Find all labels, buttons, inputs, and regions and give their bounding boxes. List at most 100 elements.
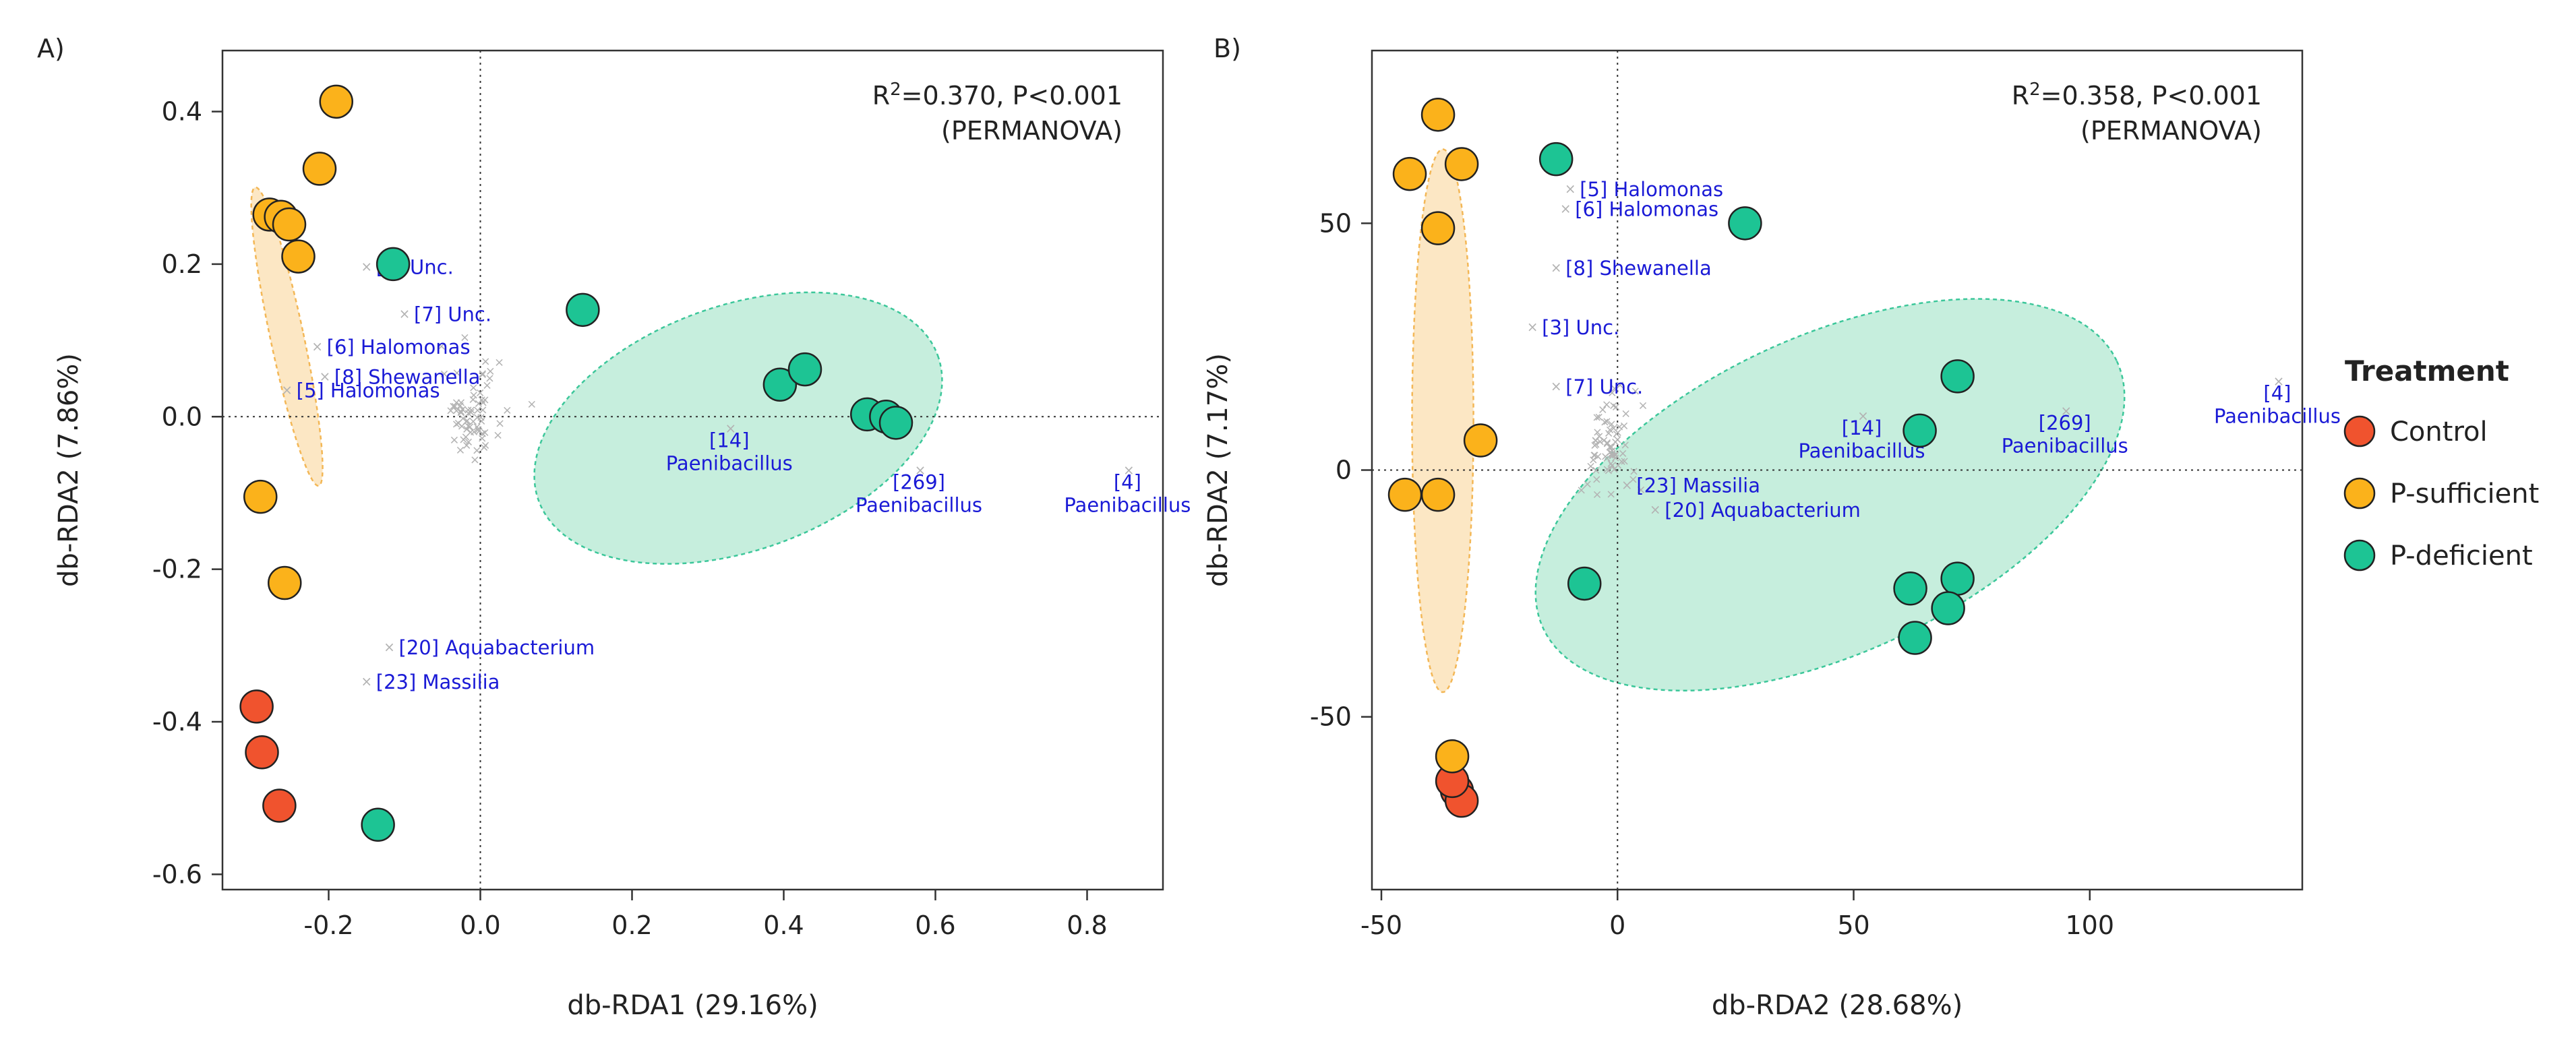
legend-swatch-p-deficient xyxy=(2343,539,2376,571)
taxon-label: [269] Paenibacillus xyxy=(856,471,982,517)
minor-taxon-mark: × xyxy=(1607,458,1617,472)
minor-taxon-mark: × xyxy=(470,453,480,467)
minor-taxon-mark: × xyxy=(1603,464,1613,478)
y-tick-label: 0.2 xyxy=(162,249,202,279)
point-p-deficient xyxy=(1567,566,1602,601)
taxon-mark: × xyxy=(1527,319,1538,335)
ellipse-p-sufficient xyxy=(250,186,324,487)
minor-taxon-mark: × xyxy=(452,366,462,380)
minor-taxon-mark: × xyxy=(472,443,482,458)
minor-taxon-mark: × xyxy=(1613,425,1623,439)
minor-taxon-mark: × xyxy=(439,367,449,381)
point-p-sufficient xyxy=(319,84,353,119)
point-p-deficient xyxy=(1893,571,1927,606)
minor-taxon-mark: × xyxy=(469,425,479,439)
taxon-mark: × xyxy=(1123,462,1135,478)
minor-taxon-mark: × xyxy=(1602,437,1612,451)
x-tick-label: 50 xyxy=(1837,910,1869,940)
point-p-deficient xyxy=(1898,621,1932,655)
minor-taxon-mark: × xyxy=(1602,398,1612,412)
taxon-mark: × xyxy=(2060,403,2072,419)
minor-taxon-mark: × xyxy=(456,404,466,419)
minor-taxon-mark: × xyxy=(463,435,473,449)
plot-frame xyxy=(221,49,1164,891)
taxon-label: [5] Halomonas xyxy=(1580,178,1723,201)
minor-taxon-mark: × xyxy=(474,424,484,438)
legend-swatch-control xyxy=(2343,415,2376,447)
panel-a: A)××× ××××××× ×××××××××××××××× ××××××××××××… xyxy=(37,34,1191,1021)
taxon-label: [7] Unc. xyxy=(414,303,491,326)
minor-taxon-mark: × xyxy=(1599,433,1609,447)
minor-taxon-mark: × xyxy=(1590,448,1600,462)
minor-taxon-mark: × xyxy=(1594,429,1605,443)
minor-taxon-mark: × xyxy=(469,388,479,402)
minor-taxon-mark: × xyxy=(1607,449,1617,463)
minor-taxon-mark: × xyxy=(477,431,487,445)
x-tick-label: 0 xyxy=(1609,910,1625,940)
minor-taxon-mark: × xyxy=(502,404,512,418)
minor-taxon-mark: × xyxy=(456,419,467,433)
taxon-label: [23] Massilia xyxy=(1636,474,1760,497)
minor-taxon-mark: × xyxy=(473,397,483,411)
minor-taxon-mark: × xyxy=(1636,483,1646,497)
minor-taxon-mark: × xyxy=(450,400,460,414)
x-tick-label: 0.6 xyxy=(915,910,955,940)
minor-taxon-mark: × xyxy=(466,406,476,420)
minor-taxon-mark: × xyxy=(1582,477,1592,491)
minor-taxon-mark: × xyxy=(1607,446,1617,460)
x-tick-label: -50 xyxy=(1360,910,1402,940)
minor-taxon-mark: × xyxy=(494,355,504,369)
minor-taxon-mark: × xyxy=(463,419,473,433)
stat-annotation: R2=0.370, P<0.001 xyxy=(872,80,1122,111)
x-tick-label: 100 xyxy=(2066,910,2115,940)
minor-taxon-mark: × xyxy=(485,371,495,385)
minor-taxon-mark: × xyxy=(455,443,465,458)
point-p-sufficient xyxy=(1420,477,1456,512)
minor-taxon-mark: × xyxy=(477,367,487,381)
minor-taxon-mark: × xyxy=(1607,443,1617,458)
minor-taxon-mark: × xyxy=(473,404,483,418)
minor-taxon-mark: × xyxy=(1589,448,1599,462)
point-p-deficient xyxy=(1903,413,1937,448)
point-p-sufficient xyxy=(1420,211,1456,245)
x-axis-label: db-RDA2 (28.68%) xyxy=(1712,990,1963,1021)
taxon-mark: × xyxy=(361,673,372,689)
minor-taxon-mark: × xyxy=(1619,419,1629,433)
legend-title: Treatment xyxy=(2345,354,2509,388)
stat-test-name: (PERMANOVA) xyxy=(941,116,1122,146)
point-p-sufficient xyxy=(1463,423,1498,458)
minor-taxon-mark: × xyxy=(436,340,446,354)
y-tick-label: 0.0 xyxy=(162,402,202,431)
minor-taxon-mark: × xyxy=(478,396,488,410)
minor-taxon-mark: × xyxy=(472,410,482,425)
minor-taxon-mark: × xyxy=(1592,472,1602,487)
y-tick-label: 0.4 xyxy=(162,97,202,127)
taxon-mark: × xyxy=(915,462,926,478)
taxon-label: [6] Halomonas xyxy=(327,336,471,359)
minor-taxon-mark: × xyxy=(461,414,471,429)
point-p-deficient xyxy=(787,352,822,387)
minor-taxon-mark: × xyxy=(1609,399,1619,413)
point-p-deficient xyxy=(566,292,600,328)
taxon-mark: × xyxy=(1621,476,1633,493)
point-p-sufficient xyxy=(1392,156,1427,191)
y-axis-label: db-RDA2 (7.86%) xyxy=(53,353,84,587)
point-p-sufficient xyxy=(1420,97,1456,132)
stat-annotation: R2=0.358, P<0.001 xyxy=(2012,80,2262,111)
minor-taxon-mark: × xyxy=(452,404,462,418)
minor-taxon-mark: × xyxy=(1606,456,1616,470)
minor-taxon-mark: × xyxy=(1591,437,1601,452)
minor-taxon-mark: × xyxy=(1604,426,1614,440)
minor-taxon-mark: × xyxy=(1611,427,1621,441)
point-p-deficient xyxy=(376,247,411,282)
minor-taxon-mark: × xyxy=(458,433,469,447)
minor-taxon-mark: × xyxy=(1586,459,1596,473)
minor-taxon-mark: × xyxy=(482,378,492,392)
taxon-mark: × xyxy=(319,368,330,384)
minor-taxon-mark: × xyxy=(446,404,456,418)
minor-taxon-mark: × xyxy=(478,403,488,417)
minor-taxon-mark: × xyxy=(485,364,496,378)
minor-taxon-mark: × xyxy=(1594,410,1604,424)
minor-taxon-mark: × xyxy=(476,410,486,425)
point-p-sufficient xyxy=(302,152,337,186)
